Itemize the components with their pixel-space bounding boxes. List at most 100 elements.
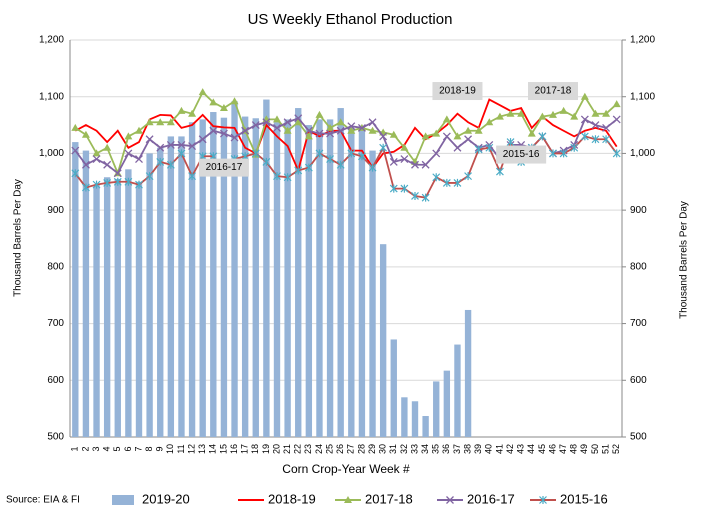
legend-swatch	[112, 495, 134, 505]
point	[124, 132, 133, 140]
point	[294, 114, 303, 123]
legend-marker	[344, 496, 352, 503]
x-tick-label: 37	[452, 444, 462, 454]
bar	[199, 119, 206, 438]
annotation: 2017-18	[535, 86, 572, 97]
x-tick-label: 25	[324, 444, 334, 454]
point	[421, 132, 430, 140]
x-tick-label: 26	[335, 444, 345, 454]
x-tick-label: 52	[611, 444, 621, 454]
point	[71, 169, 80, 178]
chart-title: US Weekly Ethanol Production	[248, 11, 453, 28]
point	[103, 178, 112, 187]
x-tick-label: 27	[346, 444, 356, 454]
x-tick-label: 33	[409, 444, 419, 454]
point	[379, 143, 388, 152]
legend-label: 2016-17	[467, 491, 515, 506]
bar	[316, 119, 323, 438]
x-tick-label: 9	[155, 446, 165, 451]
point	[421, 160, 430, 169]
x-tick-label: 49	[579, 444, 589, 454]
legend-marker	[446, 496, 454, 504]
point	[304, 163, 313, 172]
bar	[157, 147, 164, 437]
point	[464, 126, 473, 134]
point	[145, 172, 154, 181]
bar	[114, 178, 121, 437]
point	[336, 126, 345, 135]
x-tick-label: 10	[165, 444, 175, 454]
point	[156, 143, 165, 152]
bar	[125, 169, 132, 437]
bar	[93, 184, 100, 437]
point	[188, 142, 197, 151]
point	[177, 140, 186, 149]
point	[389, 130, 398, 138]
point	[145, 118, 154, 126]
bar	[72, 142, 79, 438]
point	[283, 118, 292, 127]
point	[156, 118, 165, 126]
bar	[401, 397, 408, 437]
point	[389, 157, 398, 166]
point	[230, 97, 239, 105]
point	[273, 123, 281, 132]
y2-tick-label: 700	[630, 318, 647, 329]
x-tick-label: 32	[399, 444, 409, 454]
x-tick-label: 16	[229, 444, 239, 454]
point	[188, 172, 197, 181]
y2-tick-label: 1,000	[630, 148, 655, 159]
point	[517, 109, 526, 117]
legend-label: 2019-20	[142, 491, 190, 506]
point	[495, 167, 504, 176]
x-tick-label: 13	[197, 444, 207, 454]
point	[135, 155, 143, 164]
point	[113, 169, 122, 178]
x-tick-label: 18	[250, 444, 260, 454]
x-tick-label: 23	[303, 444, 313, 454]
y-tick-label: 1,200	[39, 35, 64, 46]
x-tick-label: 48	[569, 444, 579, 454]
point	[198, 88, 207, 96]
point	[326, 129, 335, 138]
x-tick-label: 24	[314, 444, 324, 454]
point	[400, 184, 409, 193]
x-tick-label: 28	[356, 444, 366, 454]
point	[262, 118, 271, 127]
point	[442, 132, 451, 141]
point	[166, 160, 175, 169]
point	[506, 109, 515, 117]
bar	[369, 150, 376, 438]
bar	[326, 119, 334, 438]
annotation: 2015-16	[503, 149, 540, 160]
point	[474, 126, 483, 134]
point	[81, 183, 90, 192]
x-tick-label: 34	[420, 444, 430, 454]
bar	[284, 119, 291, 438]
point	[326, 155, 335, 164]
x-tick-label: 22	[293, 444, 303, 454]
point	[464, 135, 473, 144]
point	[432, 149, 441, 158]
x-tick-label: 8	[144, 446, 154, 451]
point	[135, 126, 143, 134]
point	[283, 173, 292, 182]
x-tick-label: 11	[176, 444, 186, 453]
bar	[358, 126, 366, 437]
bar	[82, 150, 90, 438]
point	[219, 129, 228, 138]
point	[336, 118, 345, 126]
legend-marker	[539, 496, 547, 504]
point	[580, 132, 589, 141]
source-note: Source: EIA & FI	[6, 495, 80, 506]
point	[92, 180, 101, 189]
point	[602, 123, 611, 132]
x-tick-label: 51	[600, 444, 610, 454]
point	[495, 112, 504, 120]
point	[198, 135, 207, 144]
point	[166, 140, 175, 149]
bar	[295, 108, 302, 438]
x-tick-label: 31	[388, 444, 398, 454]
point	[251, 149, 260, 158]
